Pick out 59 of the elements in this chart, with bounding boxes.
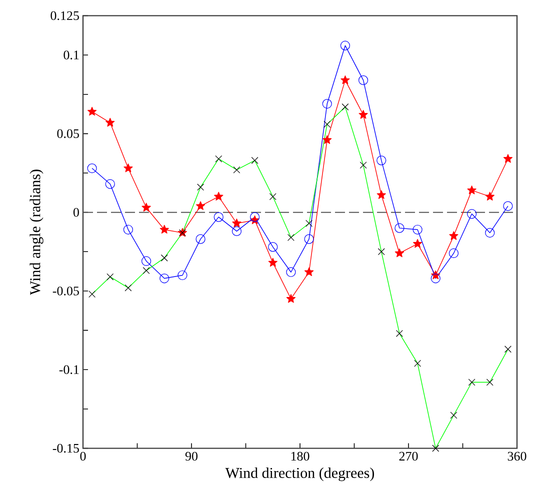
point [394,223,404,233]
point [304,234,314,244]
point [485,228,495,238]
point [141,256,152,266]
point [448,248,459,258]
point [268,242,278,252]
y-axis-title: Wind angle (radians) [30,170,44,295]
point [503,201,513,211]
y-tick-label: 0.125 [50,11,79,20]
point [196,234,206,244]
point [412,224,422,234]
point [214,192,224,201]
x-tick-label: 360 [508,452,526,461]
y-tick-label: -0.1 [59,365,79,374]
point [430,274,440,284]
point [358,75,368,85]
point [232,226,242,236]
point [87,106,97,116]
point [286,267,296,277]
point [178,270,188,280]
y-tick-label: 0.05 [57,129,79,138]
point [286,294,296,303]
y-tick-label: 0.1 [64,50,79,60]
point [376,190,386,199]
point [214,212,224,222]
point [449,231,458,240]
point [394,248,404,258]
y-tick-label: -0.15 [52,444,79,453]
point [105,179,115,189]
point [340,40,350,50]
point [123,224,134,234]
point [503,154,513,163]
point [160,224,169,234]
point [466,209,477,219]
point [412,238,422,248]
point [376,156,386,166]
point [124,163,133,172]
x-tick-label: 180 [291,452,310,461]
point [232,218,242,228]
point [142,202,151,212]
point [467,186,476,194]
point [485,192,494,201]
y-tick-label: 0 [73,208,79,217]
point [322,135,332,144]
point [304,267,314,276]
point [87,163,97,174]
point [106,118,115,127]
point [250,212,260,222]
point [358,110,368,119]
point [322,98,332,109]
x-tick-label: 90 [185,452,198,461]
point [268,258,278,267]
point [340,75,350,84]
y-tick-label: -0.05 [52,286,79,296]
point [196,201,206,210]
point [160,274,170,284]
x-axis-title: Wind direction (degrees) [225,467,374,482]
x-tick-label: 0 [80,452,86,461]
x-tick-label: 270 [399,452,418,461]
